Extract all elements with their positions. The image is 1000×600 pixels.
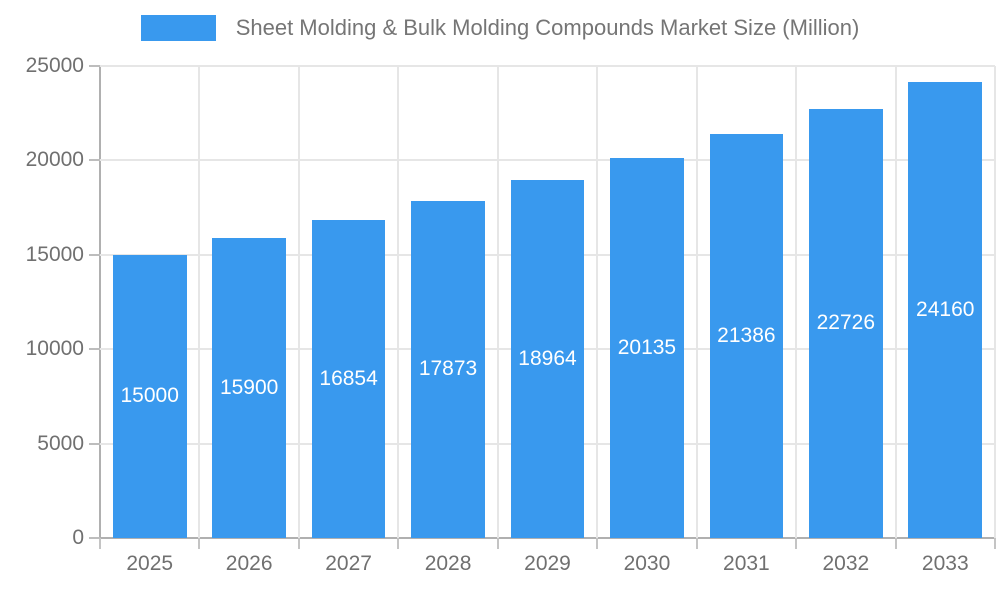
x-tick-label-2027: 2027 (325, 552, 372, 575)
x-axis-tick (695, 538, 698, 549)
y-axis-tick (89, 442, 100, 445)
y-axis-tick (89, 253, 100, 256)
x-axis-tick (297, 538, 300, 549)
legend-color-swatch (140, 15, 216, 41)
vertical-gridline (596, 66, 599, 538)
horizontal-gridline (100, 65, 995, 67)
x-axis-tick (397, 538, 400, 549)
bar-value-label: 18964 (518, 346, 577, 370)
y-axis-labels: 0 5000 10000 15000 20000 25000 (0, 54, 88, 549)
y-tick-label: 5000 (37, 431, 84, 455)
bar-2027[interactable]: 16854 (311, 219, 386, 538)
x-tick-label-2028: 2028 (424, 552, 472, 575)
x-axis-tick (994, 538, 996, 549)
legend-label: Sheet Molding & Bulk Molding Compounds M… (235, 15, 860, 40)
bar-value-label: 17873 (418, 357, 478, 381)
vertical-gridline (496, 66, 499, 538)
x-tick-label-2025: 2025 (126, 552, 174, 575)
bar-value-label: 20135 (617, 335, 677, 359)
x-axis-tick (99, 538, 101, 549)
y-axis-tick (89, 65, 100, 67)
x-axis-tick (596, 538, 599, 549)
x-axis-tick (894, 538, 897, 549)
bar-2026[interactable]: 15900 (212, 237, 286, 538)
bar-2032[interactable]: 22726 (809, 108, 883, 538)
x-axis-tick (795, 538, 798, 549)
bar-value-label: 21386 (717, 324, 776, 348)
y-tick-label: 15000 (25, 242, 84, 266)
y-tick-label: 20000 (25, 148, 84, 172)
horizontal-gridline (100, 159, 995, 162)
bar-2028[interactable]: 17873 (411, 200, 485, 538)
y-tick-label: 0 (72, 526, 84, 549)
bar-2030[interactable]: 20135 (610, 157, 684, 538)
y-tick-label: 25000 (25, 54, 84, 77)
bar-2029[interactable]: 18964 (510, 179, 585, 538)
bar-value-label: 22726 (816, 311, 876, 335)
bar-value-label: 15000 (120, 384, 179, 408)
bar-2031[interactable]: 21386 (709, 134, 784, 538)
x-tick-label-2026: 2026 (225, 552, 273, 575)
bar-value-label: 15900 (219, 375, 279, 399)
bar-2025[interactable]: 15000 (112, 254, 187, 538)
plot-area: 15000 15900 16854 17873 18964 20135 21386 22726… (89, 65, 996, 549)
vertical-gridline (695, 66, 698, 538)
bar-value-label: 16854 (319, 366, 378, 390)
x-tick-label-2033: 2033 (921, 552, 969, 575)
vertical-gridline (297, 66, 300, 538)
chart-legend[interactable]: Sheet Molding & Bulk Molding Compounds M… (0, 12, 1000, 44)
x-tick-label-2031: 2031 (723, 552, 770, 575)
vertical-gridline (994, 66, 996, 538)
bar-2033[interactable]: 24160 (908, 81, 983, 538)
x-axis-tick (198, 538, 201, 549)
vertical-gridline (198, 66, 201, 538)
y-tick-label: 10000 (25, 337, 84, 361)
y-axis-line (99, 66, 101, 549)
x-tick-label-2032: 2032 (822, 552, 870, 575)
vertical-gridline (894, 66, 897, 538)
x-axis-tick (496, 538, 499, 549)
x-tick-label-2029: 2029 (524, 552, 571, 575)
bar-value-label: 24160 (916, 297, 975, 321)
x-axis-line (100, 537, 995, 539)
x-tick-label-2030: 2030 (623, 552, 671, 575)
y-axis-tick (89, 537, 100, 539)
vertical-gridline (397, 66, 400, 538)
x-axis-labels: 2025 2026 2027 2028 2029 2030 2031 2032 2033 (100, 552, 995, 582)
y-axis-tick (89, 159, 100, 162)
y-axis-tick (89, 348, 100, 351)
vertical-gridline (795, 66, 798, 538)
